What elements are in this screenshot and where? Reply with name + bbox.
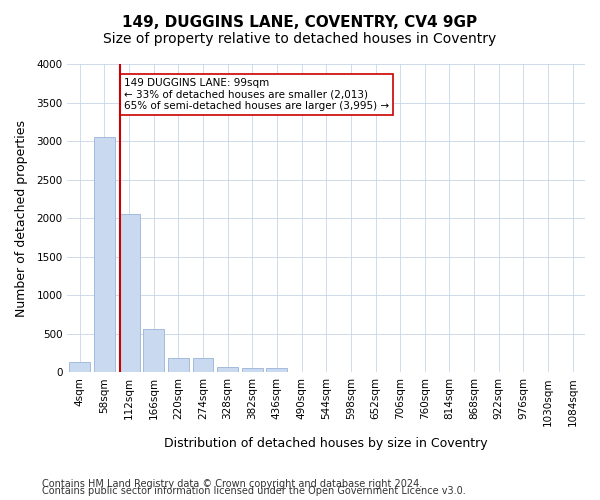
Bar [143,329,164,372]
Bar [242,368,263,372]
Bar [217,367,238,372]
Bar [168,358,189,372]
Bar [94,137,115,372]
Text: 149, DUGGINS LANE, COVENTRY, CV4 9GP: 149, DUGGINS LANE, COVENTRY, CV4 9GP [122,15,478,30]
Y-axis label: Number of detached properties: Number of detached properties [15,120,28,316]
Text: Contains HM Land Registry data © Crown copyright and database right 2024.: Contains HM Land Registry data © Crown c… [42,479,422,489]
Text: Contains public sector information licensed under the Open Government Licence v3: Contains public sector information licen… [42,486,466,496]
X-axis label: Distribution of detached houses by size in Coventry: Distribution of detached houses by size … [164,437,488,450]
Bar [266,368,287,372]
Text: 149 DUGGINS LANE: 99sqm
← 33% of detached houses are smaller (2,013)
65% of semi: 149 DUGGINS LANE: 99sqm ← 33% of detache… [124,78,389,111]
Bar [193,358,214,372]
Bar [69,362,90,372]
Bar [119,214,140,372]
Text: Size of property relative to detached houses in Coventry: Size of property relative to detached ho… [103,32,497,46]
